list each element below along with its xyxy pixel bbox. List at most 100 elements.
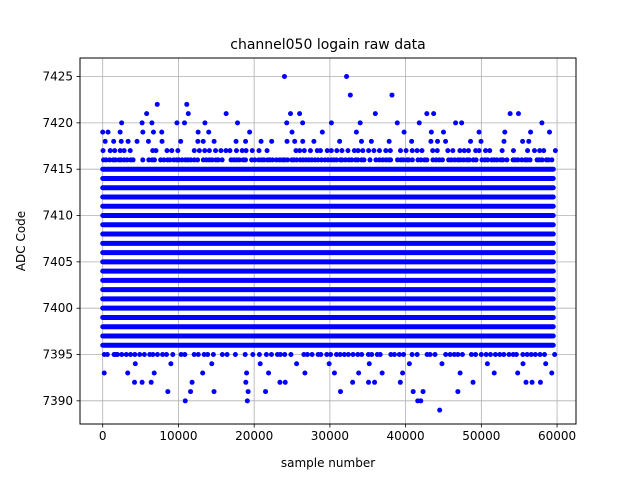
data-point bbox=[252, 157, 258, 163]
y-tick-label: 7405 bbox=[42, 255, 73, 269]
data-point bbox=[473, 148, 479, 154]
data-point bbox=[499, 148, 505, 154]
data-point bbox=[140, 157, 146, 163]
data-point bbox=[383, 148, 389, 154]
data-point bbox=[350, 352, 356, 358]
data-point bbox=[202, 148, 208, 154]
data-point bbox=[139, 379, 145, 385]
data-point bbox=[211, 389, 217, 395]
data-point bbox=[528, 352, 534, 358]
data-point bbox=[282, 379, 288, 385]
data-point bbox=[470, 379, 476, 385]
data-point bbox=[527, 157, 533, 163]
data-point bbox=[465, 148, 471, 154]
data-point bbox=[113, 352, 119, 358]
data-point bbox=[270, 157, 276, 163]
data-point bbox=[473, 352, 479, 358]
data-point bbox=[483, 352, 489, 358]
data-point bbox=[139, 120, 145, 126]
data-point bbox=[104, 352, 110, 358]
data-point bbox=[101, 370, 107, 376]
x-tick-label: 0 bbox=[99, 429, 107, 443]
data-point bbox=[269, 138, 275, 144]
y-tick-label: 7425 bbox=[42, 70, 73, 84]
data-point bbox=[451, 352, 457, 358]
data-point bbox=[301, 352, 307, 358]
data-point bbox=[184, 101, 190, 107]
data-point bbox=[476, 148, 482, 154]
data-point bbox=[315, 157, 321, 163]
data-point bbox=[388, 352, 394, 358]
data-point bbox=[372, 379, 378, 385]
data-point bbox=[443, 352, 449, 358]
data-point bbox=[170, 352, 176, 358]
data-point bbox=[121, 148, 127, 154]
data-point bbox=[281, 74, 287, 80]
data-point bbox=[409, 352, 415, 358]
data-point bbox=[552, 148, 558, 154]
data-point bbox=[541, 148, 547, 154]
data-point bbox=[117, 129, 123, 135]
data-point bbox=[428, 129, 434, 135]
data-point bbox=[188, 157, 194, 163]
data-point bbox=[520, 352, 526, 358]
data-point bbox=[539, 120, 545, 126]
data-point bbox=[182, 398, 188, 404]
data-point bbox=[349, 157, 355, 163]
data-point bbox=[232, 352, 238, 358]
data-point bbox=[132, 361, 138, 367]
data-point bbox=[515, 370, 521, 376]
data-point bbox=[379, 370, 385, 376]
data-point bbox=[154, 352, 160, 358]
data-point bbox=[366, 379, 372, 385]
data-point bbox=[195, 157, 201, 163]
data-point bbox=[112, 157, 118, 163]
data-point bbox=[141, 352, 147, 358]
data-point bbox=[453, 120, 459, 126]
data-point bbox=[174, 120, 180, 126]
data-point bbox=[127, 148, 133, 154]
data-point bbox=[345, 148, 351, 154]
data-point bbox=[318, 352, 324, 358]
data-point bbox=[301, 148, 307, 154]
data-point bbox=[309, 352, 315, 358]
data-point bbox=[215, 157, 221, 163]
data-point bbox=[476, 129, 482, 135]
data-point bbox=[107, 148, 113, 154]
data-point bbox=[525, 148, 531, 154]
data-point bbox=[112, 148, 118, 154]
data-point bbox=[331, 370, 337, 376]
data-point bbox=[440, 129, 446, 135]
data-point bbox=[355, 157, 361, 163]
data-point bbox=[543, 361, 549, 367]
data-point bbox=[400, 157, 406, 163]
data-point bbox=[128, 352, 134, 358]
data-point bbox=[416, 120, 422, 126]
data-point bbox=[294, 361, 300, 367]
data-point bbox=[359, 352, 365, 358]
data-point bbox=[369, 352, 375, 358]
data-point bbox=[256, 352, 262, 358]
data-point bbox=[430, 148, 436, 154]
data-point bbox=[439, 361, 445, 367]
data-point bbox=[358, 138, 364, 144]
data-point bbox=[539, 157, 545, 163]
data-point bbox=[165, 389, 171, 395]
data-point bbox=[520, 361, 526, 367]
data-point bbox=[345, 352, 351, 358]
data-point bbox=[401, 129, 407, 135]
data-point bbox=[366, 361, 372, 367]
data-point bbox=[428, 138, 434, 144]
data-point bbox=[457, 148, 463, 154]
data-point bbox=[182, 352, 188, 358]
data-point bbox=[284, 138, 290, 144]
data-point bbox=[419, 148, 425, 154]
data-point bbox=[107, 157, 113, 163]
data-point bbox=[219, 352, 225, 358]
data-point bbox=[328, 120, 334, 126]
data-point bbox=[297, 148, 303, 154]
data-point bbox=[233, 148, 239, 154]
data-point bbox=[459, 120, 465, 126]
data-point bbox=[200, 138, 206, 144]
data-point bbox=[256, 148, 262, 154]
